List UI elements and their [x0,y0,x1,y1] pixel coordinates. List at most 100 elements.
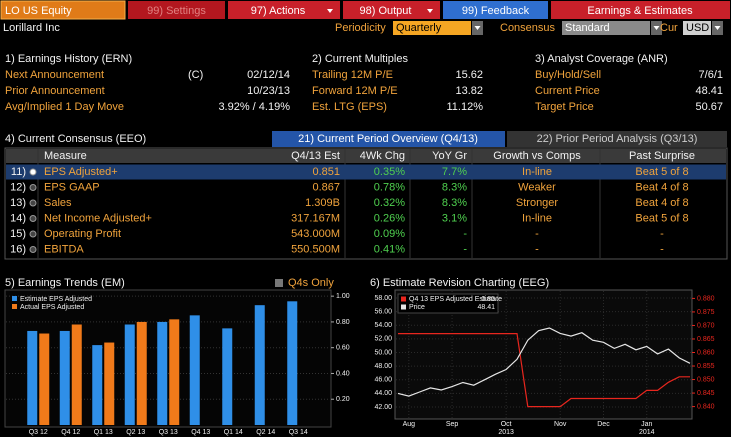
table-cell: - [535,228,539,240]
y2-tick-label: 0.865 [697,336,715,343]
section-title: 2) Current Multiples [312,53,408,65]
metric-value: 15.62 [455,69,483,81]
y2-tick-label: 0.845 [697,390,715,397]
x-tick-label: Q2 14 [256,429,275,436]
tab-label[interactable]: 22) Prior Period Analysis (Q3/13) [537,133,698,145]
bar [287,301,298,425]
row-highlight[interactable] [6,164,726,180]
table-cell: 7.7% [442,166,467,178]
chart-title: 5) Earnings Trends (EM) [5,277,125,289]
y2-tick-label: 0.850 [697,376,715,383]
table-cell: - [463,243,467,255]
section-title: 3) Analyst Coverage (ANR) [535,53,668,65]
metric-label: Trailing 12M P/E [312,69,393,81]
table-cell: - [463,228,467,240]
table-cell: Beat 5 of 8 [635,212,688,224]
metric-label: Forward 12M P/E [312,85,398,97]
metric-label: Avg/Implied 1 Day Move [5,101,124,113]
menu-button[interactable] [128,1,225,19]
y2-tick-label: 0.870 [697,322,715,329]
table-cell: 0.26% [374,212,405,224]
table-cell: 0.78% [374,181,405,193]
row-radio[interactable] [29,168,37,176]
metric-label: Est. LTG (EPS) [312,101,387,113]
control-value[interactable]: Standard [565,22,610,34]
ticker-box[interactable] [0,0,126,20]
bar [157,321,168,425]
checkbox[interactable] [275,279,283,287]
dropdown-arrow [653,26,660,30]
metric-value: 50.67 [695,101,723,113]
control-input[interactable] [683,21,711,35]
table-header: Past Surprise [629,150,695,162]
bar [104,342,115,425]
table-cell: 0.32% [374,197,405,209]
tab-inactive[interactable] [507,131,727,147]
table-cell: - [660,243,664,255]
tab-active[interactable] [272,131,505,147]
table-header-row [6,149,726,163]
row-radio[interactable] [29,246,37,253]
menu-button[interactable] [228,1,340,19]
metric-label: Buy/Hold/Sell [535,69,601,81]
control-input[interactable] [393,21,471,35]
menu-button-label[interactable]: 99) Feedback [462,5,530,17]
menu-button-label[interactable]: 99) Settings [147,5,206,17]
x-tick-label: Jan [641,421,652,428]
table-cell: 0.851 [312,166,340,178]
x-tick-label: Q4 13 [191,429,210,436]
y-tick-label: 0.60 [336,345,350,352]
company-name: Lorillard Inc [3,22,60,34]
table-cell: In-line [522,166,552,178]
function-title: Earnings & Estimates [587,5,693,17]
menu-button-label[interactable]: 97) Actions [251,5,306,17]
dropdown-arrow [474,26,481,30]
function-title-bar [551,1,730,19]
row-radio[interactable] [29,215,37,222]
series-line [398,333,690,408]
row-radio[interactable] [29,184,37,191]
table-cell: Beat 5 of 8 [635,166,688,178]
bar [136,321,147,425]
table-cell: Stronger [516,197,559,209]
x-tick-label: Aug [403,421,416,428]
table-header: 4Wk Chg [360,150,405,162]
control-value[interactable]: USD [686,22,709,34]
control-label: Consensus [500,22,556,34]
table-cell: Beat 4 of 8 [635,197,688,209]
legend-value: 0.85 [481,296,495,303]
table-cell: 0.41% [374,243,405,255]
y-tick-label: 0.20 [336,396,350,403]
bar [39,333,50,425]
x-tick-label: Q4 12 [61,429,80,436]
metric-value: 11.12% [447,101,484,113]
metric-label: Next Announcement [5,69,104,81]
metric-value: 3.92% / 4.19% [218,101,290,113]
y2-tick-label: 0.875 [697,309,715,316]
metric-value: 02/12/14 [247,69,290,81]
bar [189,315,200,425]
series-line [397,327,691,397]
tab-label[interactable]: 21) Current Period Overview (Q4/13) [298,133,478,145]
table-cell: 0.35% [374,166,405,178]
legend-value: 48.41 [477,304,495,311]
bar [124,324,135,425]
legend-swatch [12,304,17,309]
x-tick-label: Nov [554,421,567,428]
row-radio[interactable] [29,199,37,207]
control-input[interactable] [562,21,650,35]
table-cell: 543.000M [291,228,340,240]
ticker[interactable]: LO US Equity [5,5,72,17]
metric-label: Prior Announcement [5,85,105,97]
bar [254,305,265,425]
table-cell: 8.3% [442,181,467,193]
menu-button[interactable] [443,1,548,19]
menu-button-label[interactable]: 98) Output [360,5,412,17]
chart-title: 6) Estimate Revision Charting (EEG) [370,277,549,289]
checkbox-label[interactable]: Q4s Only [288,277,334,289]
metric-flag: (C) [188,69,203,81]
control-value[interactable]: Quarterly [396,22,442,34]
menu-button[interactable] [343,1,440,19]
row-radio[interactable] [29,230,37,238]
